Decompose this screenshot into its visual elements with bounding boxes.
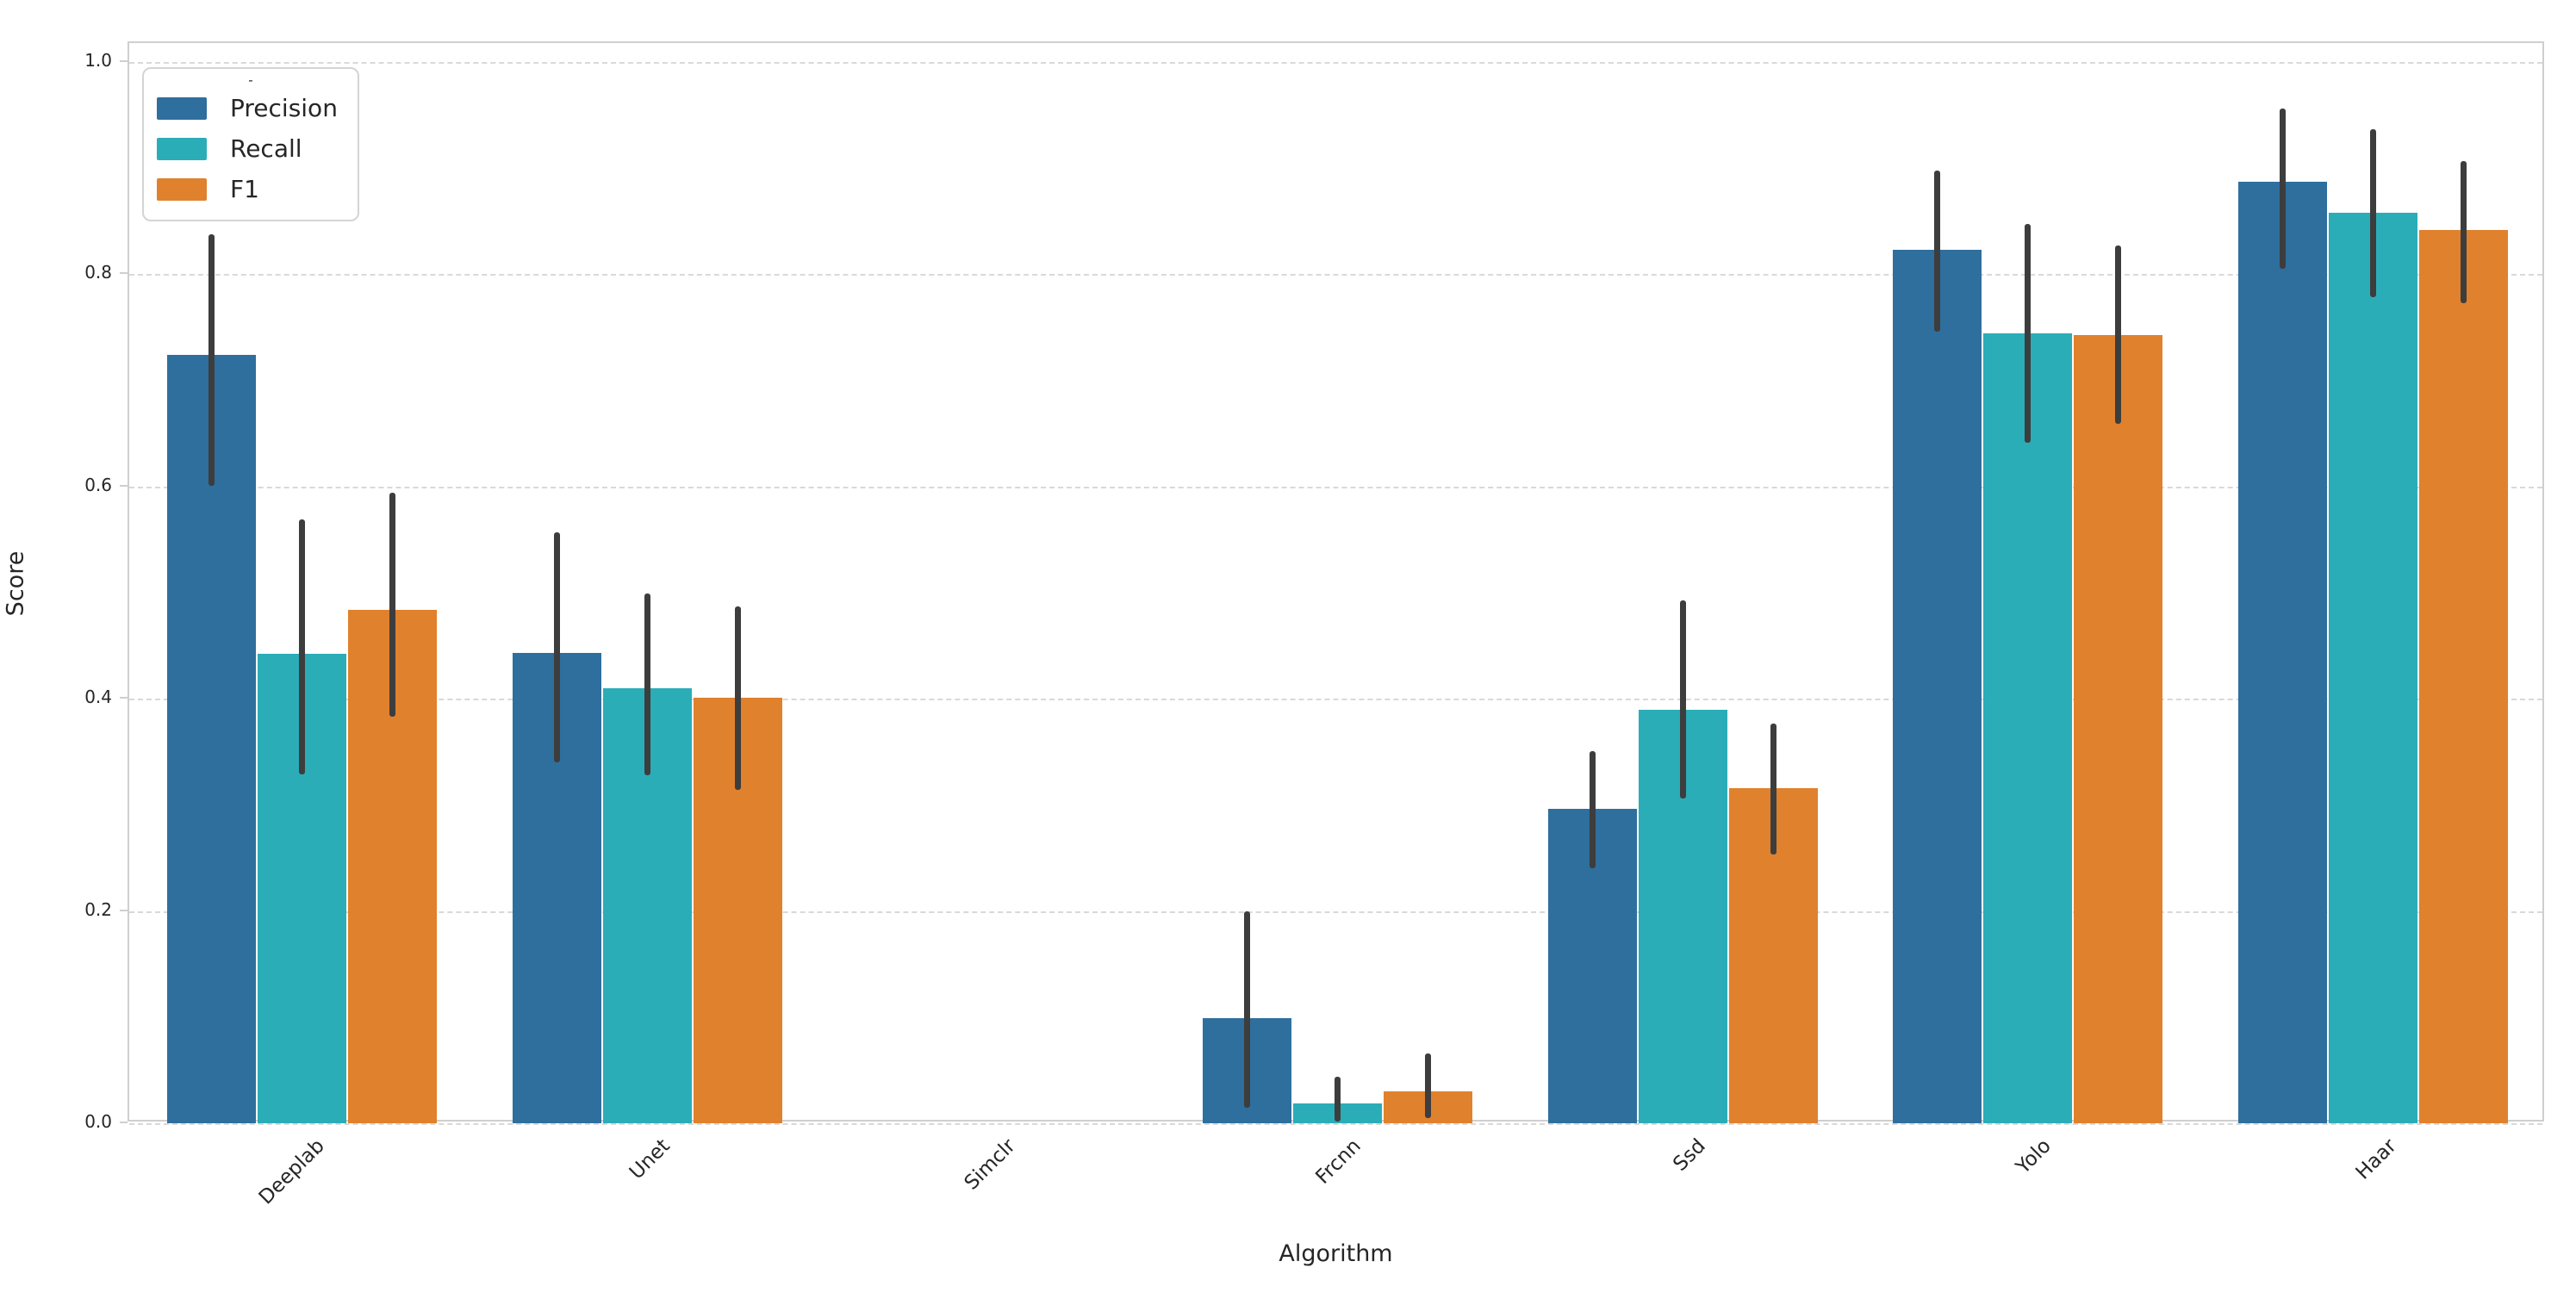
- error-bar-ssd-precision: [1589, 750, 1596, 869]
- x-tick-label-yolo: Yolo: [2012, 1134, 2056, 1178]
- bar-yolo-precision: [1893, 250, 1982, 1123]
- x-tick-label-deeplab: Deeplab: [255, 1134, 330, 1209]
- bar-haar-recall: [2329, 212, 2418, 1123]
- gridline-0.4: [129, 699, 2542, 701]
- bar-haar-f1: [2419, 229, 2509, 1123]
- x-tick-label-frcnn: Frcnn: [1310, 1134, 1366, 1189]
- y-tick-mark: [120, 697, 128, 699]
- error-bar-haar-recall: [2370, 128, 2377, 298]
- y-tick-label: 0.4: [84, 687, 112, 708]
- error-bar-frcnn-precision: [1244, 910, 1250, 1108]
- gridline-0.0: [129, 1123, 2542, 1125]
- x-tick-label-ssd: Ssd: [1669, 1134, 1711, 1176]
- legend-entry-f1: F1: [144, 169, 358, 209]
- legend-entry-recall: Recall: [144, 128, 358, 169]
- bar-yolo-f1: [2074, 334, 2163, 1123]
- y-tick-mark: [120, 272, 128, 275]
- x-axis-label: Algorithm: [1279, 1240, 1393, 1267]
- bar-yolo-recall: [1983, 333, 2073, 1123]
- legend-entry-precision: Precision: [144, 88, 358, 128]
- y-tick-label: 0.6: [84, 474, 112, 495]
- legend-title: -: [248, 72, 253, 88]
- error-bar-unet-recall: [644, 593, 650, 775]
- legend-label: F1: [230, 175, 259, 203]
- legend-entries: Precision Recall F1: [144, 88, 358, 209]
- x-tick-label-simclr: Simclr: [960, 1134, 1020, 1195]
- gridline-0.8: [129, 274, 2542, 277]
- gridline-0.2: [129, 910, 2542, 913]
- x-tick-label-haar: Haar: [2351, 1134, 2401, 1184]
- error-bar-haar-precision: [2280, 109, 2287, 270]
- y-tick-mark: [120, 60, 128, 62]
- legend-label: Recall: [230, 134, 302, 163]
- y-tick-label: 0.2: [84, 898, 112, 920]
- legend-swatch-recall: [157, 137, 207, 160]
- error-bar-frcnn-recall: [1335, 1076, 1341, 1122]
- legend-swatch-precision: [157, 96, 207, 120]
- error-bar-deeplab-precision: [208, 233, 215, 486]
- y-tick-label: 1.0: [84, 50, 112, 71]
- error-bar-ssd-f1: [1770, 723, 1776, 855]
- y-tick-mark: [120, 1122, 128, 1123]
- error-bar-frcnn-f1: [1425, 1053, 1431, 1118]
- plot-area: - Precision Recall F1: [128, 41, 2544, 1125]
- gridline-0.6: [129, 486, 2542, 488]
- bar-haar-precision: [2238, 182, 2328, 1123]
- legend-label: Precision: [230, 94, 338, 122]
- error-bar-deeplab-recall: [298, 519, 305, 774]
- error-bar-haar-f1: [2461, 160, 2467, 303]
- gridline-1.0: [129, 62, 2542, 64]
- y-tick-mark: [120, 484, 128, 487]
- error-bar-yolo-f1: [2115, 245, 2122, 425]
- error-bar-yolo-precision: [1934, 170, 1941, 332]
- error-bar-ssd-recall: [1679, 600, 1686, 799]
- legend-swatch-f1: [157, 177, 207, 201]
- y-tick-label: 0.8: [84, 262, 112, 283]
- error-bar-yolo-recall: [2025, 224, 2032, 444]
- error-bar-unet-precision: [553, 531, 560, 763]
- y-axis-label: Score: [2, 550, 29, 617]
- error-bar-deeplab-f1: [389, 493, 395, 718]
- legend: - Precision Recall F1: [142, 67, 359, 221]
- y-tick-mark: [120, 909, 128, 911]
- x-tick-label-unet: Unet: [625, 1134, 675, 1184]
- y-tick-label: 0.0: [84, 1111, 112, 1132]
- error-bar-unet-f1: [734, 606, 741, 791]
